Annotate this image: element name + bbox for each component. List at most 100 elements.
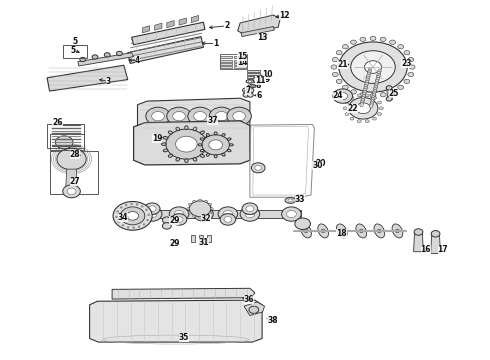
Text: 17: 17 <box>438 246 448 255</box>
Circle shape <box>339 42 407 92</box>
Polygon shape <box>431 234 441 253</box>
Circle shape <box>198 211 208 218</box>
Text: 21: 21 <box>338 60 348 69</box>
Ellipse shape <box>340 229 343 233</box>
Circle shape <box>188 107 212 125</box>
Bar <box>234 63 246 65</box>
Polygon shape <box>197 209 209 214</box>
Circle shape <box>408 58 414 62</box>
Circle shape <box>246 206 254 212</box>
Polygon shape <box>131 29 202 44</box>
Circle shape <box>193 200 196 202</box>
Ellipse shape <box>370 102 373 106</box>
Text: 32: 32 <box>201 214 211 223</box>
Ellipse shape <box>372 91 376 96</box>
Circle shape <box>336 50 342 55</box>
Polygon shape <box>155 23 162 30</box>
Ellipse shape <box>229 144 233 146</box>
Circle shape <box>379 107 383 110</box>
Text: 1: 1 <box>213 39 219 48</box>
Circle shape <box>331 65 337 69</box>
Circle shape <box>350 117 354 120</box>
Ellipse shape <box>193 158 197 161</box>
Ellipse shape <box>361 99 365 103</box>
Circle shape <box>243 88 249 93</box>
Circle shape <box>223 211 233 218</box>
Text: 33: 33 <box>295 194 305 203</box>
Ellipse shape <box>169 131 172 134</box>
Text: 36: 36 <box>244 294 254 303</box>
Ellipse shape <box>321 229 325 233</box>
Polygon shape <box>191 15 198 23</box>
Ellipse shape <box>205 136 210 139</box>
Circle shape <box>175 217 183 222</box>
Circle shape <box>148 206 156 212</box>
Bar <box>49 151 98 194</box>
Circle shape <box>233 112 245 121</box>
Polygon shape <box>238 15 280 35</box>
Bar <box>63 45 87 58</box>
Circle shape <box>404 79 410 84</box>
Bar <box>220 66 232 68</box>
Circle shape <box>167 107 191 125</box>
Text: 13: 13 <box>257 33 268 42</box>
Ellipse shape <box>377 229 381 233</box>
Text: 15: 15 <box>237 52 247 61</box>
Ellipse shape <box>248 81 251 82</box>
Circle shape <box>251 163 265 173</box>
Ellipse shape <box>364 86 367 90</box>
Ellipse shape <box>285 198 296 203</box>
Circle shape <box>414 229 423 235</box>
Circle shape <box>398 85 404 90</box>
Circle shape <box>169 207 189 221</box>
Circle shape <box>351 51 395 84</box>
Circle shape <box>332 72 338 77</box>
Ellipse shape <box>375 79 379 84</box>
Circle shape <box>171 214 187 225</box>
Polygon shape <box>66 169 77 189</box>
Circle shape <box>390 90 395 94</box>
Bar <box>207 234 211 242</box>
Ellipse shape <box>288 199 293 202</box>
Ellipse shape <box>364 84 368 89</box>
Text: 3: 3 <box>105 77 111 86</box>
Circle shape <box>380 93 386 97</box>
Circle shape <box>198 216 201 219</box>
Circle shape <box>408 72 414 77</box>
Ellipse shape <box>392 224 403 238</box>
Text: 28: 28 <box>70 150 80 159</box>
Circle shape <box>356 103 370 114</box>
Circle shape <box>255 165 262 170</box>
Circle shape <box>295 218 311 229</box>
Ellipse shape <box>368 70 371 74</box>
Circle shape <box>380 37 386 41</box>
Bar <box>199 234 203 242</box>
Text: 20: 20 <box>316 159 326 168</box>
Text: 7: 7 <box>245 86 250 95</box>
Ellipse shape <box>374 224 385 238</box>
Text: 12: 12 <box>279 10 289 19</box>
Circle shape <box>166 129 207 159</box>
Ellipse shape <box>200 131 204 134</box>
Bar <box>247 69 260 72</box>
Bar <box>191 234 195 242</box>
Ellipse shape <box>369 104 373 108</box>
Polygon shape <box>179 18 186 25</box>
Ellipse shape <box>185 126 188 130</box>
Circle shape <box>378 113 382 116</box>
Circle shape <box>193 215 196 217</box>
Circle shape <box>247 88 254 93</box>
Circle shape <box>147 211 157 218</box>
Circle shape <box>55 136 73 149</box>
Ellipse shape <box>377 73 380 77</box>
Polygon shape <box>112 288 255 299</box>
Circle shape <box>247 93 253 97</box>
Text: 29: 29 <box>169 239 179 248</box>
Circle shape <box>360 37 366 41</box>
Ellipse shape <box>371 96 375 100</box>
Polygon shape <box>167 21 174 28</box>
Ellipse shape <box>176 158 180 161</box>
Ellipse shape <box>363 90 366 95</box>
Circle shape <box>162 223 171 229</box>
Ellipse shape <box>198 144 202 146</box>
